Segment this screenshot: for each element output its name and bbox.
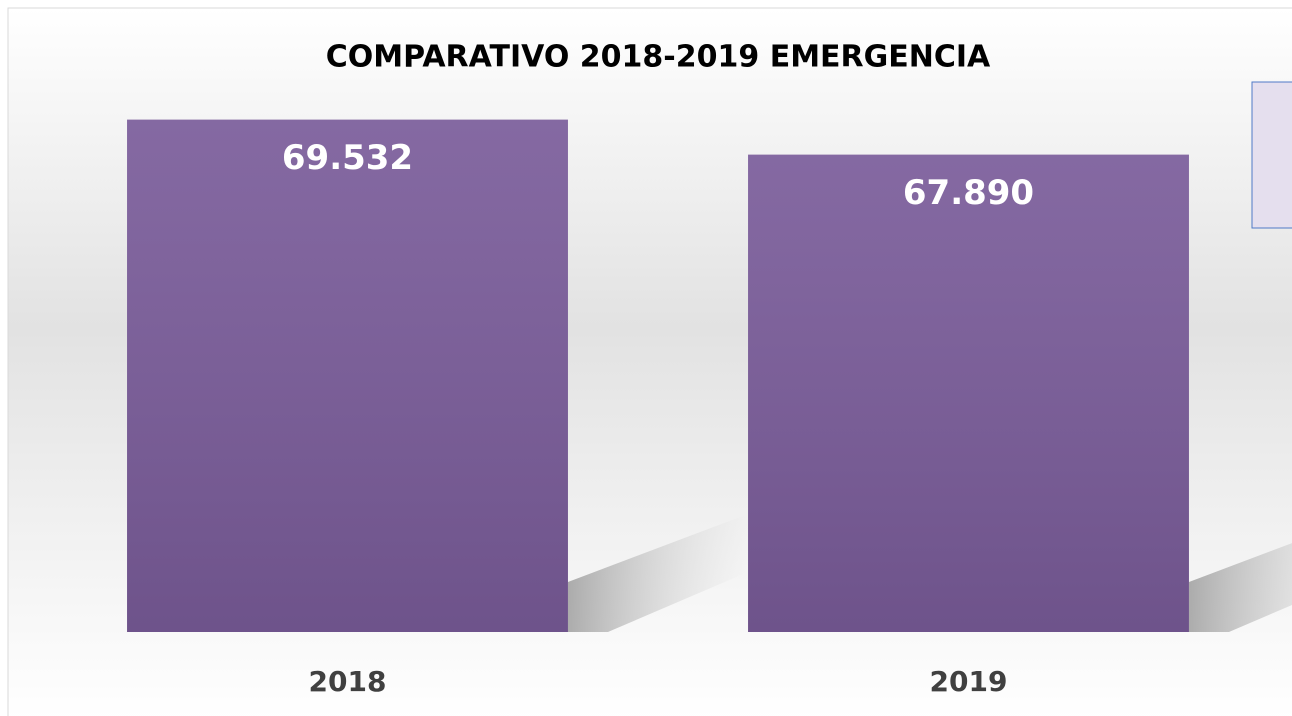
bar-shade <box>748 154 1189 632</box>
value-label: 69.532 <box>282 138 413 178</box>
shadows <box>567 514 1292 632</box>
bar-shadow <box>567 514 748 632</box>
x-tick-label: 2018 <box>309 665 387 698</box>
value-label: 67.890 <box>903 173 1034 213</box>
bar-shadow <box>1188 543 1292 632</box>
legend-box <box>1251 81 1292 229</box>
bar-shade <box>127 119 568 632</box>
x-tick-label: 2019 <box>930 665 1008 698</box>
chart-title: COMPARATIVO 2018-2019 EMERGENCIA <box>326 40 991 75</box>
